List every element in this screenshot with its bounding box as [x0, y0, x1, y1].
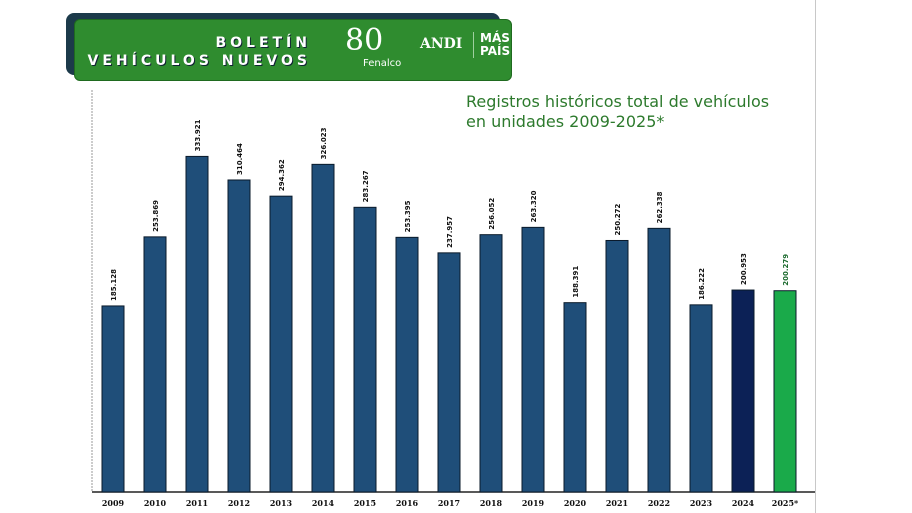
bar-2014 [311, 163, 335, 493]
bar-2021 [605, 239, 629, 493]
x-tick-label-2019: 2019 [522, 498, 545, 508]
x-tick-label-2011: 2011 [186, 498, 208, 508]
bar-2016 [395, 236, 419, 493]
x-tick-label-2017: 2017 [438, 498, 460, 508]
data-label-2009: 185.128 [110, 269, 118, 301]
x-tick-label-2023: 2023 [690, 498, 713, 508]
x-tick-label-2021: 2021 [606, 498, 628, 508]
x-tick-label-2025*: 2025* [772, 498, 799, 508]
bar-2025* [773, 290, 797, 493]
x-tick-label-2015: 2015 [354, 498, 376, 508]
bar-2019 [521, 226, 545, 493]
x-tick-label-2020: 2020 [564, 498, 587, 508]
bar-2010 [143, 236, 167, 493]
data-label-2022: 262.338 [656, 191, 664, 223]
data-label-2023: 186.222 [698, 268, 706, 300]
banner-title-line2: VEHÍCULOS NUEVOS [87, 53, 311, 69]
data-label-2024: 200.953 [740, 253, 748, 285]
data-label-2020: 188.391 [572, 266, 580, 298]
banner-title-line1: BOLETÍN [215, 35, 311, 51]
andi-logo: ANDI [420, 36, 463, 52]
data-label-2025*: 200.279 [782, 254, 790, 286]
x-tick-label-2010: 2010 [144, 498, 167, 508]
bar-2023 [689, 304, 713, 493]
page-border [815, 0, 816, 513]
bar-2017 [437, 252, 461, 493]
bar-2015 [353, 206, 377, 493]
x-tick-label-2016: 2016 [396, 498, 419, 508]
x-tick-label-2012: 2012 [228, 498, 250, 508]
chart-title: Registros históricos total de vehículos … [466, 92, 769, 132]
data-label-2019: 263.320 [530, 190, 538, 222]
x-tick-label-2022: 2022 [648, 498, 670, 508]
data-label-2015: 283.267 [362, 170, 370, 202]
bar-2013 [269, 195, 293, 493]
x-tick-label-2009: 2009 [102, 498, 125, 508]
bar-2018 [479, 234, 503, 493]
chart-title-line2: en unidades 2009-2025* [466, 112, 665, 131]
mas-pais-line1: MÁS [480, 31, 510, 45]
data-label-2014: 326.023 [320, 127, 328, 159]
data-label-2011: 333.921 [194, 119, 202, 151]
bar-2012 [227, 179, 251, 493]
data-label-2018: 256.052 [488, 198, 496, 230]
data-label-2016: 253.395 [404, 200, 412, 232]
x-tick-label-2024: 2024 [732, 498, 755, 508]
data-label-2017: 237.957 [446, 216, 454, 248]
data-label-2021: 250.272 [614, 203, 622, 235]
bar-2022 [647, 227, 671, 493]
bar-2009 [101, 305, 125, 493]
mas-pais-logo: MÁS PAÍS [473, 32, 510, 58]
data-label-2010: 253.869 [152, 200, 160, 232]
mas-pais-line2: PAÍS [480, 44, 511, 58]
banner-title: BOLETÍN VEHÍCULOS NUEVOS [88, 34, 311, 70]
x-tick-label-2013: 2013 [270, 498, 293, 508]
header-banner: BOLETÍN VEHÍCULOS NUEVOS 80 Fenalco ANDI… [74, 19, 512, 81]
data-label-2013: 294.362 [278, 159, 286, 191]
x-tick-label-2018: 2018 [480, 498, 503, 508]
fenalco-logo: 80 [345, 23, 384, 58]
bar-2020 [563, 302, 587, 493]
x-tick-label-2014: 2014 [312, 498, 335, 508]
bar-2011 [185, 155, 209, 493]
chart-title-line1: Registros históricos total de vehículos [466, 92, 770, 111]
bar-2024 [731, 289, 755, 493]
fenalco-logo-text: Fenalco [363, 58, 402, 69]
data-label-2012: 310.464 [236, 143, 244, 175]
